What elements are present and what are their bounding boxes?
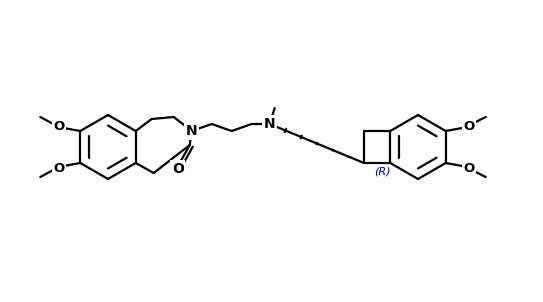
Text: N: N (186, 124, 198, 138)
Text: O: O (54, 162, 65, 175)
Text: O: O (463, 162, 475, 175)
Text: (R): (R) (374, 166, 390, 176)
Text: O: O (172, 162, 184, 176)
Text: N: N (264, 117, 275, 131)
Text: O: O (463, 120, 475, 133)
Text: O: O (54, 120, 65, 133)
